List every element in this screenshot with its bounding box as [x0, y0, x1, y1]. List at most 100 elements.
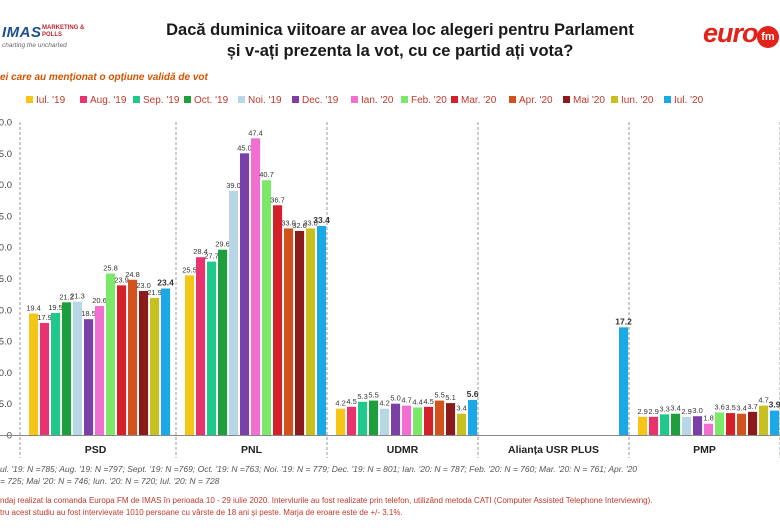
- bar-value-label: 40.7: [259, 170, 274, 179]
- legend-item: Iul. '20: [664, 95, 703, 109]
- bar: [380, 408, 390, 435]
- bar-value-label: 21.2: [59, 292, 74, 301]
- methodology-note-line2: tru acest studiu au fost intervievate 10…: [0, 508, 403, 517]
- bar-value-label: 4.7: [401, 396, 411, 405]
- category-label: PMP: [693, 444, 716, 456]
- legend-item: Mai '20: [563, 95, 605, 109]
- bar-value-label: 19.4: [26, 304, 41, 313]
- methodology-note-line1: ndaj realizat la comanda Europa FM de IM…: [0, 496, 653, 505]
- legend-item: Ian. '20: [351, 95, 394, 109]
- legend-label: Oct. '19: [194, 95, 229, 106]
- bar: [726, 413, 736, 435]
- bar-value-label: 5.1: [445, 393, 455, 402]
- bar-value-label: 27.7: [204, 252, 219, 261]
- y-tick-label: 50.0: [0, 118, 12, 129]
- imas-logo-subtext: MARKETING & POLLS: [42, 25, 85, 38]
- sample-size-note-line1: ul. '19: N =785; Aug. '19: N =797; Sept.…: [0, 464, 638, 474]
- bar: [218, 249, 228, 435]
- legend-item: Iun. '20: [611, 95, 654, 109]
- bar-value-label: 3.0: [692, 406, 702, 415]
- bar: [62, 302, 72, 435]
- bar: [435, 400, 445, 435]
- bar-value-label: 3.4: [736, 404, 746, 413]
- bar: [262, 180, 272, 435]
- bar: [693, 416, 703, 435]
- imas-logo: IMAS MARKETING & POLLS charting the unch…: [2, 24, 94, 50]
- legend-item: Dec. '19: [292, 95, 338, 109]
- bar-value-label: 4.4: [412, 397, 422, 406]
- legend-item: Noi. '19: [238, 95, 282, 109]
- bar-value-label: 3.4: [670, 404, 680, 413]
- bar: [306, 228, 316, 435]
- bar: [317, 225, 327, 435]
- bar-value-label: 24.8: [125, 270, 140, 279]
- legend-label: Feb. '20: [411, 95, 447, 106]
- bar-value-label: 2.9: [648, 407, 658, 416]
- legend-label: Aug. '19: [90, 95, 127, 106]
- bar-value-label: 33.0: [303, 218, 318, 227]
- bar: [704, 423, 714, 435]
- bar-value-label: 33.4: [313, 215, 330, 225]
- y-tick-label: 40.0: [0, 180, 12, 191]
- bar: [649, 416, 659, 435]
- chart-title-line1: Dacă duminica viitoare ar avea loc alege…: [166, 21, 634, 39]
- legend-label: Ian. '20: [361, 95, 394, 106]
- y-tick-label: 30.0: [0, 243, 12, 254]
- legend-item: Feb. '20: [401, 95, 447, 109]
- bar: [446, 403, 456, 435]
- bar-value-label: 5.6: [467, 389, 479, 399]
- legend-label: Noi. '19: [248, 95, 282, 106]
- bar: [240, 153, 250, 436]
- bar-value-label: 19.5: [48, 303, 63, 312]
- bar: [229, 190, 239, 435]
- bar: [424, 406, 434, 435]
- category-label: PSD: [85, 444, 107, 456]
- bar: [682, 416, 692, 435]
- bar: [284, 228, 294, 435]
- legend-swatch: [509, 96, 516, 103]
- bar: [295, 230, 305, 435]
- imas-logo-tagline: charting the uncharted: [2, 42, 67, 49]
- legend-swatch: [664, 96, 671, 103]
- bar-value-label: 23.0: [136, 281, 151, 290]
- bar-value-label: 21.9: [147, 288, 162, 297]
- europa-fm-logo-text: euro: [703, 18, 759, 48]
- bar-value-label: 4.2: [379, 399, 389, 408]
- bar-value-label: 3.7: [747, 402, 757, 411]
- bar: [139, 291, 149, 435]
- bar-value-label: 23.4: [157, 278, 174, 288]
- bar-value-label: 23.9: [114, 275, 129, 284]
- bar: [737, 413, 747, 435]
- y-tick-label: 20.0: [0, 305, 12, 316]
- bar-value-label: 4.2: [335, 399, 345, 408]
- bar: [95, 306, 105, 435]
- bar-value-label: 4.5: [423, 397, 433, 406]
- legend-swatch: [611, 96, 618, 103]
- legend-swatch: [563, 96, 570, 103]
- bar: [619, 327, 629, 435]
- bar-value-label: 29.6: [215, 240, 230, 249]
- category-label: Alianța USR PLUS: [508, 444, 599, 456]
- bar: [51, 312, 61, 435]
- bar: [336, 408, 346, 435]
- bar-value-label: 25.5: [182, 265, 197, 274]
- bar: [273, 205, 283, 435]
- bar: [391, 403, 401, 435]
- bar: [715, 412, 725, 435]
- legend-item: Iul. '19: [26, 95, 65, 109]
- bar-value-label: 5.5: [434, 391, 444, 400]
- y-tick-label: 45.0: [0, 149, 12, 160]
- legend-swatch: [26, 96, 33, 103]
- legend-label: Iun. '20: [621, 95, 654, 106]
- bar-value-label: 25.8: [103, 263, 118, 272]
- bar-value-label: 3.9: [769, 400, 780, 410]
- bar: [29, 313, 39, 435]
- bar: [748, 411, 758, 435]
- bar: [413, 407, 423, 435]
- y-tick-label: 15.0: [0, 337, 12, 348]
- bar-value-label: 3.4: [456, 404, 466, 413]
- bar: [128, 279, 138, 435]
- legend-swatch: [133, 96, 140, 103]
- bar: [347, 406, 357, 435]
- chart-title: Dacă duminica viitoare ar avea loc alege…: [100, 20, 700, 62]
